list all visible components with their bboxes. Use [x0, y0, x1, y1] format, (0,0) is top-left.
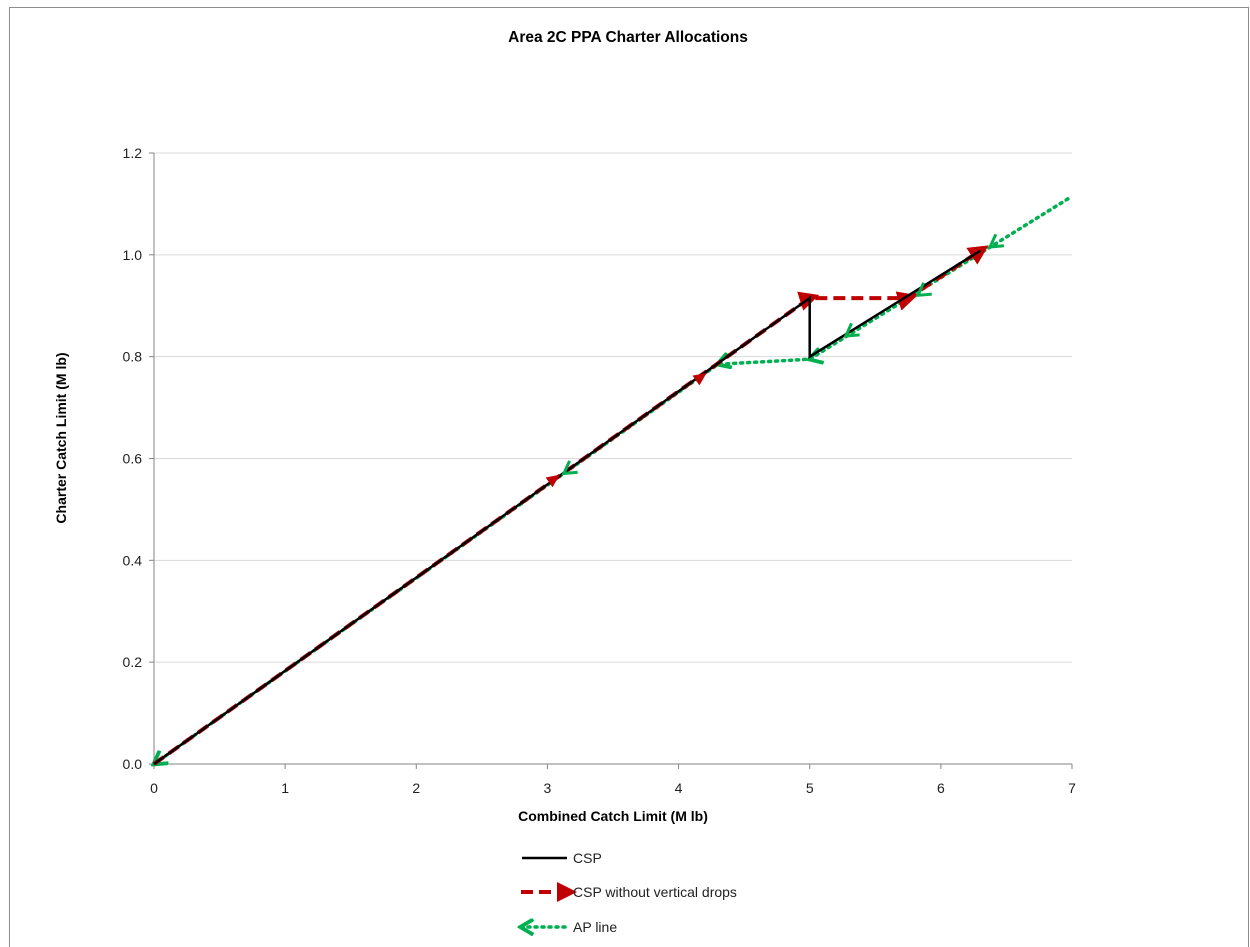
- y-tick-label: 0.6: [123, 451, 143, 467]
- red-point-marker: [545, 474, 560, 488]
- y-tick-labels: 0.0 0.2 0.4 0.6 0.8 1.0 1.2: [123, 145, 143, 772]
- csp-line: [153, 249, 981, 766]
- x-tick-label: 5: [806, 780, 814, 796]
- x-tick-label: 0: [150, 780, 158, 796]
- legend: CSP CSP without vertical drops AP line: [521, 850, 737, 935]
- green-point-marker: [843, 322, 860, 338]
- x-tick-label: 2: [412, 780, 420, 796]
- series-lines: [153, 194, 1074, 766]
- axes: [149, 152, 1073, 769]
- x-tick-label: 7: [1068, 780, 1076, 796]
- y-tick-label: 0.0: [123, 756, 143, 772]
- y-tick-label: 0.4: [123, 552, 143, 568]
- ap-line: [154, 194, 1074, 764]
- y-tick-label: 0.2: [123, 654, 143, 670]
- y-axis-title: Charter Catch Limit (M lb): [53, 352, 69, 523]
- red-point-marker: [692, 372, 707, 386]
- legend-label-ap-line: AP line: [573, 919, 617, 935]
- chart-title: Area 2C PPA Charter Allocations: [508, 29, 748, 46]
- legend-label-csp-without-drops-line: CSP without vertical drops: [573, 884, 737, 900]
- gridlines: [154, 152, 1072, 663]
- x-tick-label: 3: [544, 780, 552, 796]
- x-tick-label: 1: [281, 780, 289, 796]
- green-point-marker: [987, 233, 1005, 249]
- legend-label-csp-line: CSP: [573, 850, 602, 866]
- x-tick-labels: 0 1 2 3 4 5 6 7: [150, 780, 1076, 796]
- chart-frame: [9, 7, 1249, 947]
- x-tick-label: 6: [937, 780, 945, 796]
- green-point-marker: [915, 282, 932, 298]
- y-tick-label: 0.8: [123, 349, 143, 365]
- x-tick-label: 4: [675, 780, 683, 796]
- x-axis-title: Combined Catch Limit (M lb): [518, 808, 708, 824]
- green-point-marker: [561, 460, 578, 476]
- y-tick-label: 1.2: [123, 145, 143, 161]
- y-tick-label: 1.0: [123, 247, 143, 263]
